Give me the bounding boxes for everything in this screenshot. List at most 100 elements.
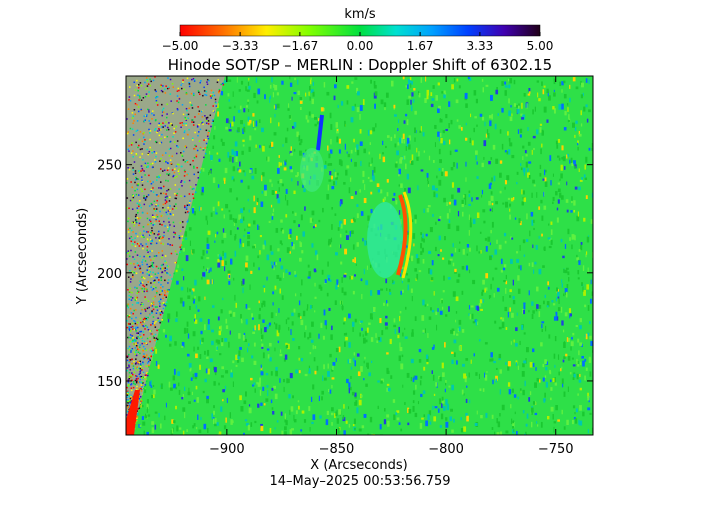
noise-dot [136,296,138,299]
speckle-dot [226,397,228,404]
speckle-dot [409,77,412,81]
speckle-dot [560,306,563,313]
speckle-dot [499,413,501,417]
speckle-dot [462,248,465,255]
noise-dot [129,368,132,371]
speckle-dot [523,93,526,97]
speckle-dot [233,277,235,281]
noise-dot [186,161,189,163]
speckle-dot [279,277,282,281]
noise-dot [151,347,153,349]
speckle-dot [362,99,365,105]
noise-dot [205,117,208,119]
speckle-dot [350,375,352,380]
speckle-dot [536,304,539,309]
speckle-dot [523,169,525,176]
speckle-dot [577,277,580,280]
noise-dot [177,146,179,148]
speckle-dot [579,387,582,391]
noise-dot [140,303,142,306]
noise-dot [139,265,141,267]
speckle-dot [282,144,284,147]
speckle-dot [285,194,287,201]
speckle-dot [571,196,573,201]
noise-dot [138,397,141,400]
speckle-dot [300,319,304,326]
noise-dot [163,303,166,305]
speckle-dot [539,172,542,177]
noise-dot [169,196,171,199]
speckle-dot [334,84,337,89]
speckle-dot [563,356,566,359]
noise-dot [140,243,142,245]
noise-dot [173,132,175,134]
noise-dot [158,293,161,296]
noise-dot [141,184,144,186]
noise-dot [213,94,216,97]
speckle-dot [345,169,348,176]
speckle-dot [327,145,329,151]
noise-dot [136,292,138,295]
speckle-dot [228,209,231,213]
noise-dot [138,346,141,348]
noise-dot [149,354,152,357]
speckle-dot [328,276,330,281]
noise-dot [129,269,131,272]
speckle-dot [243,108,246,113]
noise-dot [134,241,136,243]
speckle-dot [445,314,448,317]
noise-dot [160,277,162,279]
noise-dot [131,348,133,351]
speckle-dot [468,372,470,378]
speckle-dot [469,137,471,143]
speckle-dot [577,211,580,217]
speckle-dot [389,288,391,292]
speckle-dot [423,150,426,153]
speckle-dot [202,272,206,277]
noise-dot [139,200,141,202]
speckle-dot [465,122,467,126]
speckle-dot [192,288,195,292]
speckle-dot [379,424,382,430]
speckle-dot [468,193,471,198]
speckle-dot [293,148,296,152]
speckle-dot [453,331,456,336]
noise-dot [128,327,131,330]
speckle-dot [279,162,283,166]
speckle-dot [489,358,492,362]
speckle-dot [587,305,590,311]
speckle-dot [552,378,556,383]
speckle-dot [583,289,586,296]
speckle-dot [398,326,401,333]
noise-dot [152,353,154,356]
speckle-dot [427,181,429,185]
speckle-dot [484,372,486,378]
noise-dot [162,111,165,114]
speckle-dot [152,394,155,399]
speckle-dot [480,250,482,254]
speckle-dot [449,208,451,213]
noise-dot [160,298,162,301]
speckle-dot [418,151,420,157]
noise-dot [166,213,168,216]
speckle-dot [181,345,184,348]
speckle-dot [344,143,347,150]
speckle-dot [283,167,287,171]
speckle-dot [369,163,372,167]
noise-dot [137,408,139,410]
noise-dot [138,203,140,206]
noise-dot [175,194,178,197]
speckle-dot [420,393,423,398]
speckle-dot [446,213,449,219]
speckle-dot [496,418,498,424]
noise-dot [167,265,170,268]
speckle-dot [165,334,167,338]
y-tick-label: 200 [97,267,122,282]
speckle-dot [431,347,435,350]
speckle-dot [522,114,526,120]
speckle-dot [507,131,509,136]
speckle-dot [209,358,213,363]
noise-dot [145,243,147,245]
speckle-dot [143,430,145,435]
speckle-dot [368,151,371,155]
